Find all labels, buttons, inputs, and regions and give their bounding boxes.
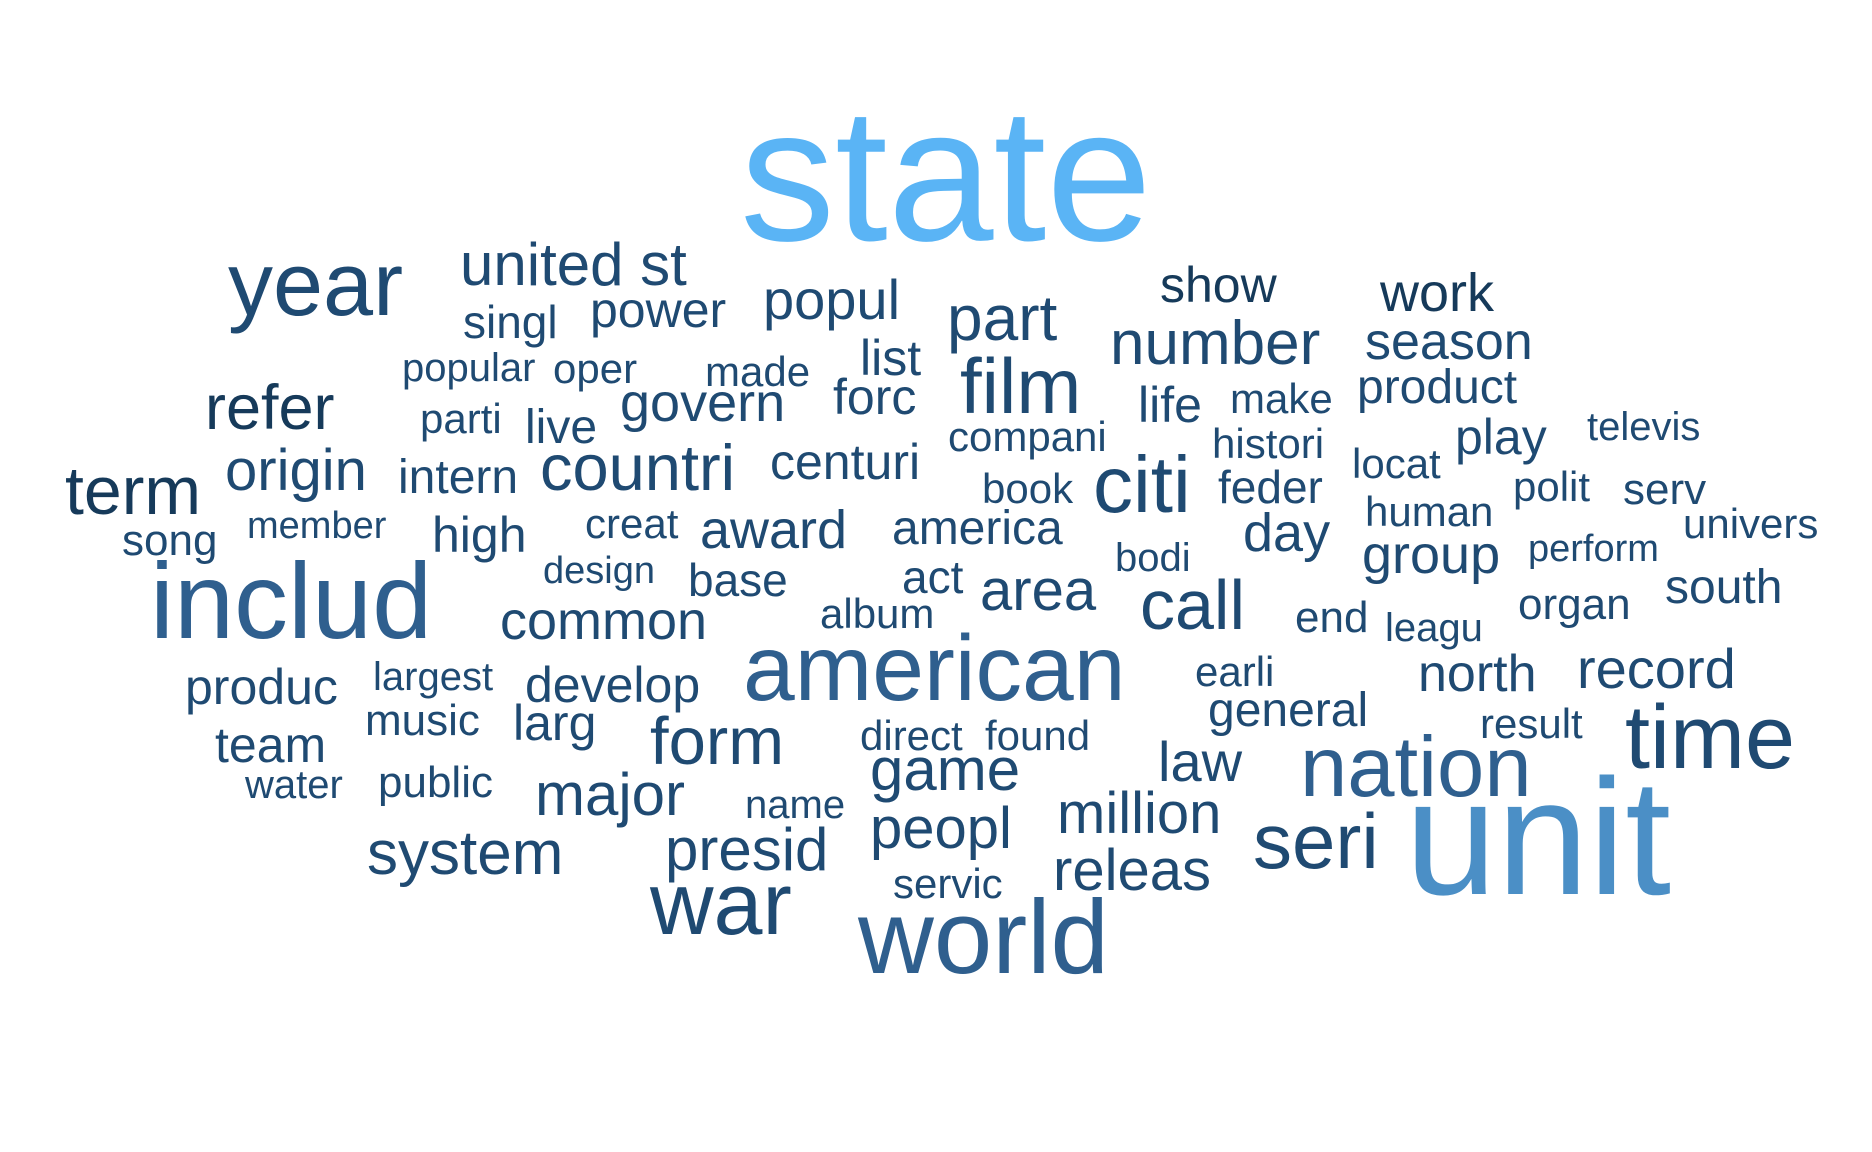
word-live: live <box>525 401 598 454</box>
word-name: name <box>745 783 846 827</box>
word-act: act <box>902 551 964 603</box>
word-major: major <box>535 761 686 828</box>
word-year: year <box>228 235 404 335</box>
word-work: work <box>1380 263 1495 323</box>
word-centuri: centuri <box>770 434 921 490</box>
word-season: season <box>1365 313 1533 371</box>
word-presid: presid <box>665 816 829 883</box>
word-locat: locat <box>1352 440 1441 487</box>
word-feder: feder <box>1218 461 1323 513</box>
word-record: record <box>1577 637 1736 700</box>
word-common: common <box>500 591 708 651</box>
word-result: result <box>1480 700 1583 747</box>
word-design: design <box>543 550 655 592</box>
word-larg: larg <box>513 695 597 751</box>
word-perform: perform <box>1528 528 1659 570</box>
word-govern: govern <box>620 373 786 433</box>
word-histori: histori <box>1212 420 1325 467</box>
word-develop: develop <box>525 657 701 713</box>
word-north: north <box>1418 645 1537 703</box>
word-parti: parti <box>420 395 502 442</box>
word-univers: univers <box>1683 500 1819 547</box>
word-creat: creat <box>585 500 679 547</box>
word-produc: produc <box>185 659 338 715</box>
word-call: call <box>1140 566 1246 644</box>
word-film: film <box>960 342 1082 430</box>
word-make: make <box>1230 375 1333 422</box>
word-popul: popul <box>763 268 901 331</box>
word-time: time <box>1625 688 1796 788</box>
word-life: life <box>1138 377 1202 433</box>
word-number: number <box>1110 309 1321 378</box>
word-largest: largest <box>373 655 494 699</box>
word-compani: compani <box>948 413 1107 460</box>
word-law: law <box>1158 730 1243 793</box>
word-show: show <box>1160 257 1277 313</box>
word-term: term <box>65 453 201 529</box>
word-earli: earli <box>1195 648 1275 695</box>
word-end: end <box>1295 593 1369 642</box>
word-book: book <box>982 465 1074 512</box>
word-releas: releas <box>1053 838 1211 903</box>
word-album: album <box>820 590 935 637</box>
word-south: south <box>1665 561 1783 614</box>
word-televis: televis <box>1587 405 1701 449</box>
word-power: power <box>590 282 727 338</box>
word-servic: servic <box>893 860 1003 907</box>
word-team: team <box>215 717 327 773</box>
word-origin: origin <box>225 438 367 503</box>
word-peopl: peopl <box>870 796 1012 861</box>
word-game: game <box>870 736 1021 803</box>
word-oper: oper <box>553 345 638 392</box>
word-day: day <box>1243 503 1331 563</box>
word-direct: direct <box>860 712 963 759</box>
word-includ: includ <box>150 540 433 661</box>
word-list: list <box>860 330 922 386</box>
word-made: made <box>705 348 811 395</box>
word-form: form <box>650 704 784 779</box>
word-group: group <box>1362 525 1501 585</box>
word-forc: forc <box>833 369 917 425</box>
word-citi: citi <box>1093 440 1191 529</box>
word-popular: popular <box>402 346 536 390</box>
word-seri: seri <box>1253 797 1379 885</box>
word-million: million <box>1057 781 1222 846</box>
word-base: base <box>688 554 788 606</box>
word-america: america <box>892 502 1063 555</box>
word-organ: organ <box>1518 580 1631 629</box>
word-unit: unit <box>1405 745 1672 929</box>
word-high: high <box>432 507 527 563</box>
word-award: award <box>700 500 848 560</box>
word-nation: nation <box>1300 720 1532 815</box>
word-countri: countri <box>540 431 736 504</box>
word-music: music <box>365 696 480 745</box>
word-part: part <box>947 282 1058 354</box>
word-singl: singl <box>463 296 558 348</box>
word-american: american <box>743 616 1126 720</box>
word-united-st: united st <box>460 231 687 298</box>
word-product: product <box>1357 361 1518 414</box>
word-area: area <box>980 558 1097 623</box>
word-play: play <box>1455 409 1547 465</box>
word-polit: polit <box>1513 463 1591 510</box>
word-member: member <box>247 505 387 547</box>
word-war: war <box>650 854 792 953</box>
word-refer: refer <box>205 373 335 443</box>
word-general: general <box>1208 684 1369 737</box>
word-intern: intern <box>398 451 519 504</box>
word-found: found <box>985 712 1091 759</box>
word-water: water <box>245 763 343 807</box>
word-leagu: leagu <box>1385 606 1483 650</box>
word-world: world <box>858 879 1109 996</box>
word-system: system <box>367 819 564 888</box>
word-state: state <box>740 69 1152 281</box>
word-serv: serv <box>1623 465 1707 514</box>
word-bodi: bodi <box>1115 536 1191 580</box>
word-human: human <box>1365 488 1494 535</box>
word-public: public <box>378 758 493 807</box>
word-song: song <box>122 516 218 565</box>
